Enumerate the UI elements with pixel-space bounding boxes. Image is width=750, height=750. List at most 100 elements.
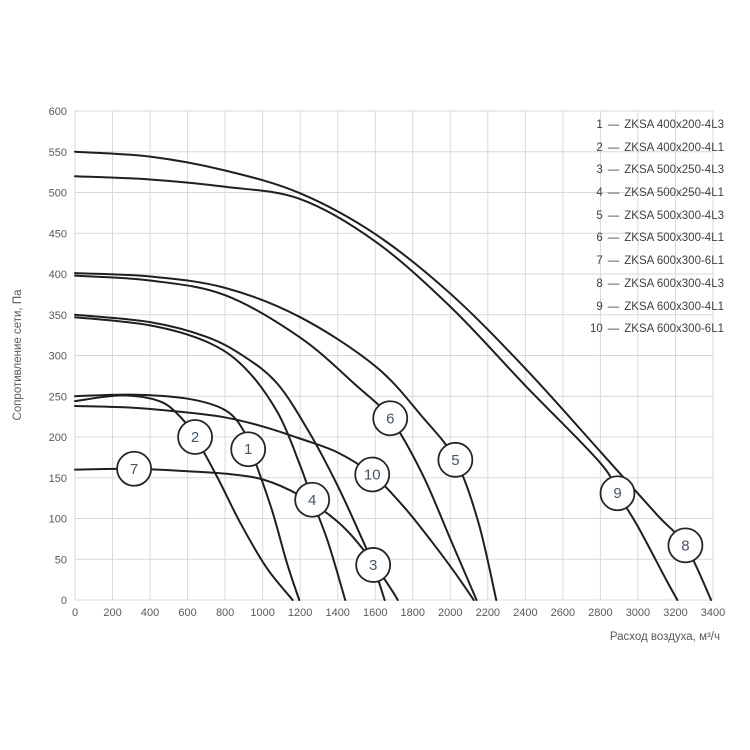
legend-item-number: 5 — [596, 209, 603, 222]
legend-item-separator: — — [607, 209, 620, 222]
x-tick-label: 400 — [141, 607, 159, 619]
legend-item-number: 10 — [589, 323, 603, 336]
y-tick-label: 300 — [49, 351, 67, 363]
legend-item-label: ZKSA 500x250-4L3 — [624, 164, 724, 177]
legend-item-5: 5 — ZKSA 500x300-4L3 — [586, 210, 724, 233]
legend-item-number: 1 — [596, 119, 603, 131]
legend-item-2: 2 — ZKSA 400x200-4L1 — [586, 142, 724, 165]
legend-item-number: 7 — [596, 255, 603, 268]
curve-marker-number-7: 7 — [130, 461, 138, 478]
legend-item-separator: — — [607, 119, 620, 131]
legend-item-separator: — — [607, 141, 620, 154]
legend-item-label: ZKSA 500x300-4L3 — [624, 209, 724, 222]
legend-item-label: ZKSA 600x300-4L3 — [624, 277, 724, 290]
curve-marker-number-8: 8 — [681, 537, 689, 554]
y-tick-label: 250 — [49, 391, 67, 403]
x-tick-label: 0 — [72, 607, 78, 619]
curve-marker-circle-3 — [355, 547, 392, 583]
legend: 1 — ZKSA 400x200-4L3 2 — ZKSA 400x200-4L1 3 — ZK… — [586, 119, 724, 346]
legend-item-number: 6 — [596, 232, 603, 245]
legend-item-separator: — — [607, 232, 620, 245]
curve-marker-number-1: 1 — [244, 441, 252, 458]
legend-item-number: 3 — [596, 164, 603, 177]
legend-item-label: ZKSA 500x250-4L1 — [624, 187, 724, 200]
y-tick-label: 50 — [55, 554, 67, 566]
legend-item-9: 9 — ZKSA 600x300-4L1 — [586, 301, 724, 324]
legend-item-6: 6 — ZKSA 500x300-4L1 — [586, 232, 724, 255]
y-tick-label: 550 — [49, 147, 67, 159]
legend-item-number: 9 — [596, 300, 603, 313]
y-tick-label: 500 — [49, 188, 67, 200]
x-tick-label: 1000 — [250, 607, 274, 619]
y-tick-label: 350 — [49, 310, 67, 322]
curve-5 — [74, 272, 498, 601]
curve-marker-circle-8 — [667, 527, 704, 564]
x-tick-label: 3200 — [663, 607, 687, 619]
x-tick-label: 1200 — [288, 607, 312, 619]
curve-8 — [74, 150, 713, 601]
curve-9 — [74, 175, 679, 601]
legend-item-separator: — — [607, 323, 620, 336]
curve-marker-number-6: 6 — [386, 410, 394, 427]
curve-marker-circle-4 — [294, 481, 331, 518]
legend-item-label: ZKSA 500x300-4L1 — [624, 232, 724, 245]
y-tick-label: 0 — [61, 595, 67, 607]
x-tick-label: 2000 — [438, 607, 462, 619]
x-tick-label: 1600 — [363, 607, 387, 619]
legend-item-1: 1 — ZKSA 400x200-4L3 — [586, 119, 724, 142]
curve-marker-number-2: 2 — [191, 429, 199, 446]
legend-item-label: ZKSA 400x200-4L1 — [624, 141, 724, 154]
curve-4 — [74, 316, 347, 601]
curve-7 — [74, 467, 399, 601]
x-tick-label: 1800 — [401, 607, 425, 619]
legend-item-label: ZKSA 600x300-4L1 — [624, 300, 724, 313]
legend-item-label: ZKSA 400x200-4L3 — [624, 119, 724, 131]
legend-item-number: 2 — [596, 141, 603, 154]
x-tick-label: 2200 — [476, 607, 500, 619]
y-axis-title: Сопротивление сети, Па — [12, 289, 24, 421]
curve-marker-circle-7 — [116, 450, 153, 487]
legend-item-10: 10 — ZKSA 600x300-6L1 — [586, 323, 724, 346]
x-axis-title: Расход воздуха, м³/ч — [609, 631, 720, 643]
legend-item-separator: — — [607, 187, 620, 200]
legend-item-number: 8 — [596, 277, 603, 290]
x-tick-label: 2600 — [551, 607, 575, 619]
curve-marker-number-10: 10 — [364, 466, 381, 483]
curve-marker-number-3: 3 — [369, 557, 377, 574]
curve-marker-circle-1 — [230, 431, 267, 468]
y-tick-label: 200 — [49, 432, 67, 444]
curve-10 — [74, 405, 475, 601]
x-tick-label: 2400 — [513, 607, 537, 619]
legend-item-8: 8 — ZKSA 600x300-4L3 — [586, 278, 724, 301]
y-tick-label: 600 — [49, 106, 67, 118]
curve-marker-circle-10 — [354, 456, 391, 493]
curve-marker-circle-9 — [599, 475, 636, 512]
x-tick-label: 1400 — [325, 607, 349, 619]
curve-1 — [74, 393, 301, 601]
legend-item-separator: — — [607, 300, 620, 313]
curve-marker-circle-6 — [372, 400, 409, 437]
legend-item-separator: — — [607, 277, 620, 290]
y-tick-label: 450 — [49, 228, 67, 240]
legend-item-7: 7 — ZKSA 600x300-6L1 — [586, 255, 724, 278]
x-tick-label: 2800 — [588, 607, 612, 619]
curve-marker-circle-2 — [177, 419, 213, 455]
x-tick-label: 600 — [178, 607, 196, 619]
x-tick-label: 3000 — [626, 607, 650, 619]
legend-item-separator: — — [607, 164, 620, 177]
legend-item-label: ZKSA 600x300-6L1 — [624, 323, 724, 336]
legend-item-3: 3 — ZKSA 500x250-4L3 — [586, 164, 724, 187]
y-tick-label: 100 — [49, 514, 67, 526]
x-tick-label: 3400 — [701, 607, 725, 619]
curve-6 — [74, 274, 478, 601]
y-tick-label: 150 — [49, 473, 67, 485]
y-tick-label: 400 — [49, 269, 67, 281]
legend-item-4: 4 — ZKSA 500x250-4L1 — [586, 187, 724, 210]
legend-item-label: ZKSA 600x300-6L1 — [624, 255, 724, 268]
x-tick-label: 800 — [216, 607, 234, 619]
legend-item-number: 4 — [596, 187, 603, 200]
curve-marker-number-5: 5 — [451, 452, 459, 469]
x-tick-label: 200 — [103, 607, 121, 619]
